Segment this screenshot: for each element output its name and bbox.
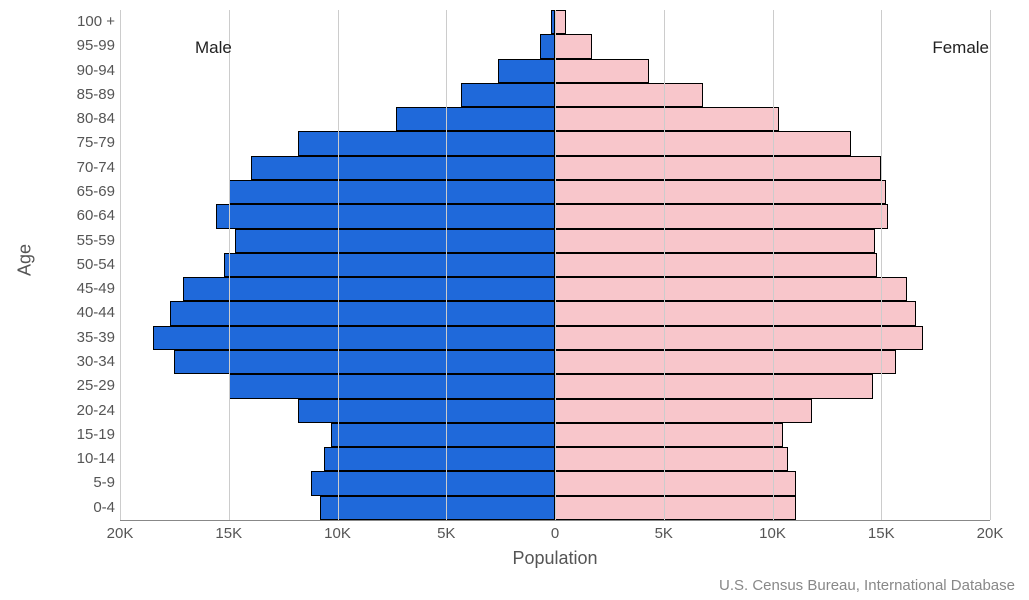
male-bar <box>498 59 555 83</box>
y-tick-label: 90-94 <box>77 59 115 83</box>
y-tick-label: 15-19 <box>77 423 115 447</box>
grid-line <box>990 10 991 520</box>
y-tick-label: 60-64 <box>77 204 115 228</box>
y-tick-label: 40-44 <box>77 301 115 325</box>
female-bar <box>555 229 875 253</box>
plot-area <box>120 10 990 520</box>
y-tick-label: 0-4 <box>93 496 115 520</box>
y-tick-label: 70-74 <box>77 156 115 180</box>
x-axis-line <box>120 520 990 521</box>
male-bar <box>311 471 555 495</box>
female-bar <box>555 326 923 350</box>
female-bar <box>555 83 703 107</box>
y-tick-label: 55-59 <box>77 229 115 253</box>
y-tick-label: 80-84 <box>77 107 115 131</box>
x-tick-label: 10K <box>324 525 351 542</box>
y-tick-label: 95-99 <box>77 34 115 58</box>
male-bar <box>229 180 555 204</box>
x-tick-label: 10K <box>759 525 786 542</box>
x-tick-label: 20K <box>107 525 134 542</box>
x-tick-label: 15K <box>215 525 242 542</box>
male-bar <box>396 107 555 131</box>
male-bar <box>331 423 555 447</box>
grid-line <box>446 10 447 520</box>
y-tick-label: 30-34 <box>77 350 115 374</box>
female-bar <box>555 253 877 277</box>
female-bar <box>555 204 888 228</box>
y-tick-label: 20-24 <box>77 399 115 423</box>
male-bar <box>153 326 555 350</box>
y-tick-label: 75-79 <box>77 131 115 155</box>
male-series-label: Male <box>195 38 232 58</box>
y-tick-label: 25-29 <box>77 374 115 398</box>
y-tick-label: 5-9 <box>93 471 115 495</box>
female-bar <box>555 471 796 495</box>
female-bar <box>555 59 649 83</box>
male-bar <box>216 204 555 228</box>
grid-line <box>664 10 665 520</box>
female-bar <box>555 277 907 301</box>
female-bar <box>555 496 796 520</box>
female-bar <box>555 10 566 34</box>
grid-line <box>555 10 556 520</box>
grid-line <box>120 10 121 520</box>
male-bar <box>224 253 555 277</box>
y-tick-label: 85-89 <box>77 83 115 107</box>
male-bar <box>251 156 556 180</box>
female-bar <box>555 350 896 374</box>
female-bar <box>555 423 783 447</box>
x-tick-label: 5K <box>437 525 455 542</box>
population-pyramid-chart: Age 0-45-910-1415-1920-2425-2930-3435-39… <box>0 0 1029 600</box>
female-series-label: Female <box>932 38 989 58</box>
male-bar <box>229 374 555 398</box>
male-bar <box>235 229 555 253</box>
y-tick-label: 50-54 <box>77 253 115 277</box>
female-bar <box>555 156 881 180</box>
x-tick-label: 20K <box>977 525 1004 542</box>
x-tick-label: 15K <box>868 525 895 542</box>
y-tick-label: 100 + <box>77 10 115 34</box>
y-tick-label: 10-14 <box>77 447 115 471</box>
y-tick-label: 65-69 <box>77 180 115 204</box>
x-axis-title: Population <box>512 548 597 569</box>
male-bar <box>320 496 555 520</box>
female-bar <box>555 374 873 398</box>
male-bar <box>174 350 555 374</box>
male-bar <box>183 277 555 301</box>
female-bar <box>555 131 851 155</box>
female-bar <box>555 447 788 471</box>
male-bar <box>324 447 555 471</box>
female-bar <box>555 107 779 131</box>
y-tick-label: 45-49 <box>77 277 115 301</box>
female-bar <box>555 34 592 58</box>
grid-line <box>338 10 339 520</box>
male-bar <box>540 34 555 58</box>
female-bar <box>555 180 886 204</box>
y-axis-title: Age <box>15 244 36 276</box>
grid-line <box>773 10 774 520</box>
male-bar <box>461 83 555 107</box>
x-tick-label: 5K <box>655 525 673 542</box>
grid-line <box>881 10 882 520</box>
x-tick-label: 0 <box>551 525 559 542</box>
source-attribution: U.S. Census Bureau, International Databa… <box>719 577 1015 594</box>
y-tick-label: 35-39 <box>77 326 115 350</box>
grid-line <box>229 10 230 520</box>
female-bar <box>555 301 916 325</box>
